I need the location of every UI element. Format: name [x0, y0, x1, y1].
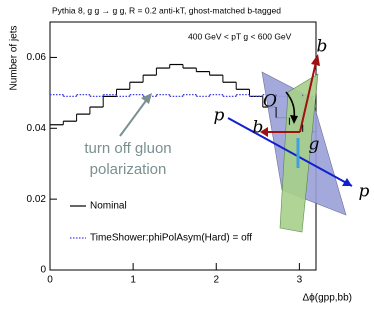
x-tick-label: 1 [130, 275, 136, 286]
diagram-label: b [317, 37, 328, 57]
chart-title: Pythia 8, g g → g g, R = 0.2 anti-kT, gh… [52, 5, 281, 15]
beam-line [227, 117, 353, 187]
x-tick-label: 2 [213, 275, 219, 286]
x-tick-label: 0 [47, 275, 53, 286]
arrow-head [342, 178, 352, 186]
diagram-label: g [309, 135, 320, 155]
diagram-label: p [359, 182, 370, 202]
legend-label: Nominal [90, 201, 127, 212]
diagram-label: O [263, 92, 277, 112]
annotation: polarization [90, 161, 167, 178]
x-tick-label: 3 [297, 275, 303, 286]
arrow-head [260, 127, 268, 137]
arrow-head [141, 93, 152, 104]
diagram-label: b [253, 118, 264, 138]
b-arrow [299, 61, 317, 133]
diagram-label: p [214, 106, 225, 126]
y-tick-label: 0 [40, 265, 46, 276]
x-axis-label: Δϕ(gpp,bb) [302, 293, 352, 304]
arrow-head [311, 54, 320, 66]
arrow-head [290, 115, 298, 124]
annotation-arrow [119, 97, 149, 137]
annotation: turn off gluon [84, 140, 171, 157]
subtitle: 400 GeV < pT g < 600 GeV [188, 31, 292, 41]
legend-label: TimeShower:phiPolAsym(Hard) = off [90, 233, 252, 244]
y-tick-label: 0.06 [27, 52, 47, 63]
y-axis-label: Number of jets [9, 25, 20, 90]
y-tick-label: 0.04 [27, 123, 47, 134]
diagram [227, 54, 353, 233]
y-tick-label: 0.02 [27, 194, 47, 205]
